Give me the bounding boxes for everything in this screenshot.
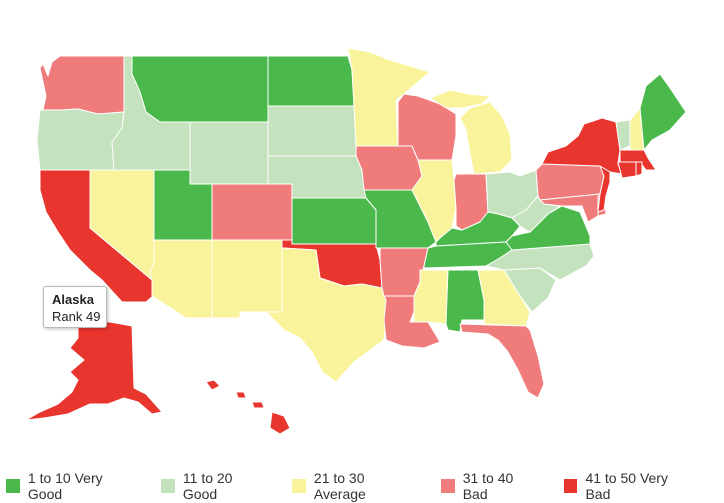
state-maryland[interactable] [539,193,601,223]
state-hawaii[interactable] [205,379,291,435]
state-south-dakota[interactable] [267,105,357,157]
legend-item-very-good[interactable]: 1 to 10 Very Good [6,470,140,502]
legend-swatch [563,479,578,493]
legend-label: 31 to 40 Bad [462,470,514,502]
tooltip-state-name: Alaska [52,292,94,307]
state-oregon[interactable] [36,108,125,171]
legend-item-average[interactable]: 21 to 30 Average [292,470,419,502]
state-michigan-upper[interactable] [429,89,491,109]
legend-item-very-bad[interactable]: 41 to 50 Very Bad [563,470,696,502]
legend-label: 1 to 10 Very Good [27,470,103,502]
state-iowa[interactable] [355,145,423,191]
state-florida[interactable] [459,323,545,399]
state-wisconsin[interactable] [397,93,457,161]
state-minnesota[interactable] [347,47,431,147]
state-rhode-island[interactable] [635,161,643,177]
state-washington[interactable] [39,55,125,115]
state-kansas[interactable] [291,197,377,245]
legend-item-good[interactable]: 11 to 20 Good [161,470,270,502]
legend-swatch [440,479,455,493]
state-alaska[interactable] [25,321,163,421]
state-north-dakota[interactable] [267,55,355,107]
state-new-mexico[interactable] [211,239,283,319]
state-maine[interactable] [639,73,687,151]
legend-swatch [292,479,306,493]
us-states-map [25,47,687,435]
state-virginia[interactable] [505,205,591,251]
legend-label: 41 to 50 Very Bad [585,470,668,502]
state-wyoming[interactable] [189,121,269,185]
state-connecticut[interactable] [617,161,637,179]
tooltip-rank: Rank 49 [52,309,101,324]
legend: 1 to 10 Very Good 11 to 20 Good 21 to 30… [6,470,718,502]
legend-item-bad[interactable]: 31 to 40 Bad [440,470,542,502]
state-new-jersey[interactable] [597,165,611,213]
state-michigan[interactable] [459,101,513,175]
legend-swatch [6,479,20,493]
state-alabama[interactable] [445,269,485,333]
state-texas[interactable] [239,247,387,383]
legend-label: 11 to 20 Good [182,470,233,502]
legend-swatch [161,479,175,493]
state-montana[interactable] [131,55,269,123]
state-colorado[interactable] [211,183,293,241]
state-tooltip: Alaska Rank 49 [43,286,107,328]
state-arizona[interactable] [149,239,213,319]
legend-label: 21 to 30 Average [313,470,366,502]
